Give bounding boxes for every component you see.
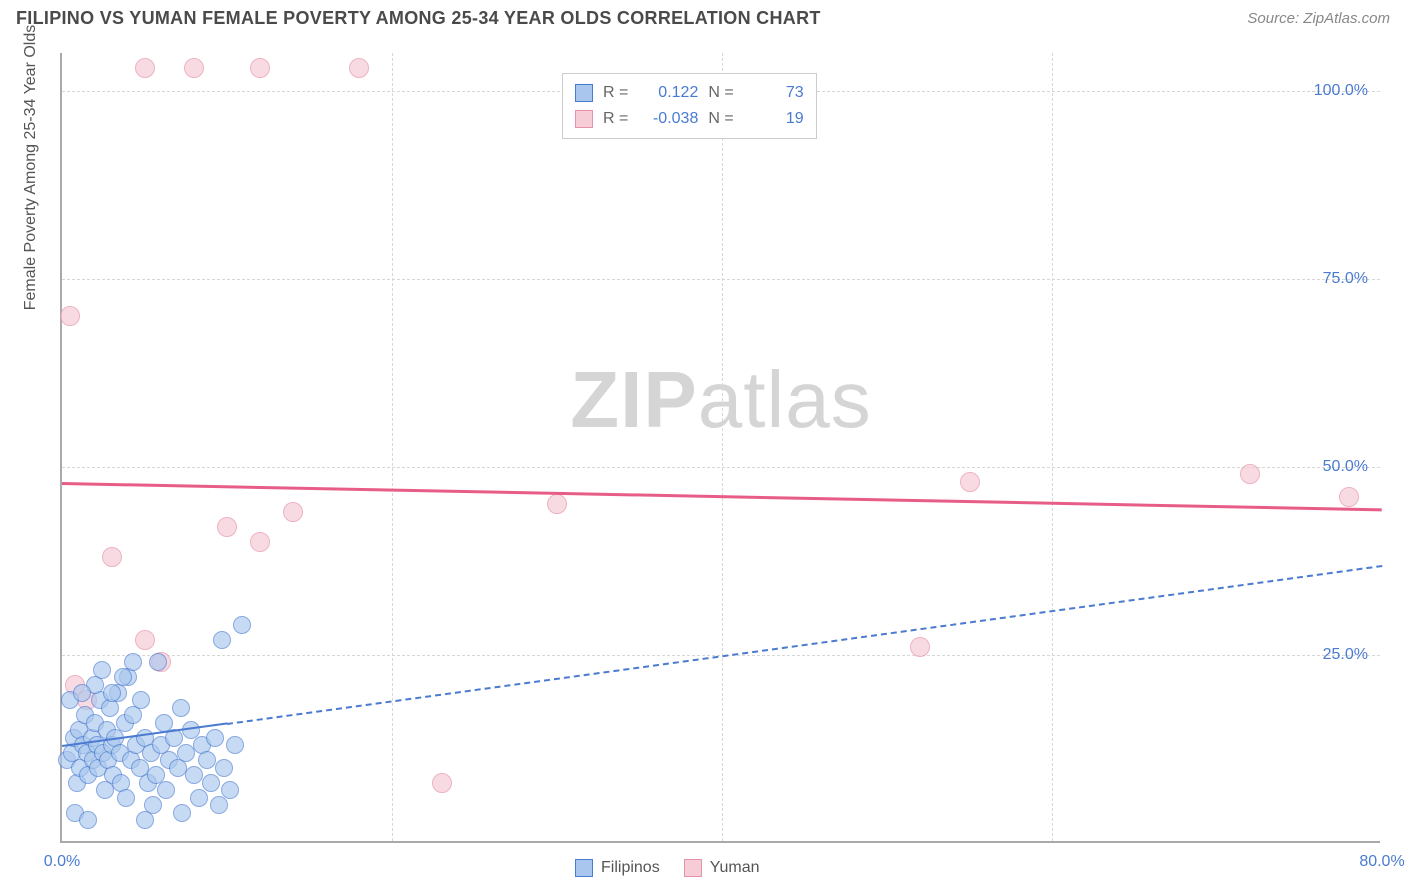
swatch-icon <box>575 110 593 128</box>
legend-row-filipinos: R = 0.122 N = 73 <box>575 80 804 106</box>
data-point-yuman <box>910 637 930 657</box>
source-attribution: Source: ZipAtlas.com <box>1247 10 1390 27</box>
data-point-filipinos <box>132 691 150 709</box>
legend-row-yuman: R = -0.038 N = 19 <box>575 106 804 132</box>
gridline-v <box>722 53 723 841</box>
chart-container: Female Poverty Among 25-34 Year Olds ZIP… <box>0 33 1406 881</box>
legend-label: Yuman <box>710 859 760 877</box>
gridline-h <box>62 279 1380 280</box>
plot-area: ZIPatlas 25.0%50.0%75.0%100.0%0.0%80.0%R… <box>60 53 1380 843</box>
data-point-filipinos <box>190 789 208 807</box>
data-point-filipinos <box>114 668 132 686</box>
data-point-yuman <box>250 532 270 552</box>
r-value: -0.038 <box>638 106 698 132</box>
data-point-filipinos <box>103 684 121 702</box>
x-tick-label: 80.0% <box>1359 853 1404 871</box>
data-point-yuman <box>547 494 567 514</box>
n-label: N = <box>708 80 733 106</box>
data-point-filipinos <box>233 616 251 634</box>
y-tick-label: 25.0% <box>1323 646 1368 664</box>
data-point-filipinos <box>157 781 175 799</box>
r-label: R = <box>603 80 628 106</box>
r-value: 0.122 <box>638 80 698 106</box>
data-point-yuman <box>283 502 303 522</box>
data-point-filipinos <box>149 653 167 671</box>
y-tick-label: 75.0% <box>1323 270 1368 288</box>
bottom-legend: Filipinos Yuman <box>575 859 760 877</box>
data-point-yuman <box>102 547 122 567</box>
data-point-yuman <box>60 306 80 326</box>
n-value: 19 <box>744 106 804 132</box>
data-point-yuman <box>960 472 980 492</box>
n-value: 73 <box>744 80 804 106</box>
watermark: ZIPatlas <box>570 354 871 446</box>
data-point-filipinos <box>172 699 190 717</box>
data-point-filipinos <box>73 684 91 702</box>
gridline-v <box>392 53 393 841</box>
data-point-yuman <box>135 58 155 78</box>
data-point-filipinos <box>213 631 231 649</box>
data-point-filipinos <box>202 774 220 792</box>
data-point-filipinos <box>198 751 216 769</box>
gridline-v <box>1052 53 1053 841</box>
y-tick-label: 50.0% <box>1323 458 1368 476</box>
data-point-yuman <box>1339 487 1359 507</box>
data-point-filipinos <box>215 759 233 777</box>
n-label: N = <box>708 106 733 132</box>
legend-label: Filipinos <box>601 859 660 877</box>
correlation-legend: R = 0.122 N = 73 R = -0.038 N = 19 <box>562 73 817 139</box>
data-point-filipinos <box>221 781 239 799</box>
chart-title: FILIPINO VS YUMAN FEMALE POVERTY AMONG 2… <box>16 8 821 29</box>
data-point-filipinos <box>136 811 154 829</box>
y-tick-label: 100.0% <box>1314 82 1368 100</box>
swatch-icon <box>575 84 593 102</box>
data-point-yuman <box>184 58 204 78</box>
legend-item-filipinos: Filipinos <box>575 859 660 877</box>
data-point-filipinos <box>117 789 135 807</box>
y-axis-title: Female Poverty Among 25-34 Year Olds <box>22 25 40 311</box>
swatch-icon <box>575 859 593 877</box>
data-point-filipinos <box>185 766 203 784</box>
data-point-filipinos <box>206 729 224 747</box>
data-point-yuman <box>432 773 452 793</box>
r-label: R = <box>603 106 628 132</box>
data-point-yuman <box>349 58 369 78</box>
x-tick-label: 0.0% <box>44 853 80 871</box>
data-point-filipinos <box>79 811 97 829</box>
data-point-filipinos <box>226 736 244 754</box>
data-point-filipinos <box>210 796 228 814</box>
data-point-yuman <box>250 58 270 78</box>
data-point-yuman <box>135 630 155 650</box>
gridline-h <box>62 467 1380 468</box>
legend-item-yuman: Yuman <box>684 859 760 877</box>
swatch-icon <box>684 859 702 877</box>
data-point-yuman <box>217 517 237 537</box>
trend-line <box>227 565 1382 725</box>
data-point-filipinos <box>124 653 142 671</box>
data-point-filipinos <box>173 804 191 822</box>
data-point-filipinos <box>177 744 195 762</box>
data-point-yuman <box>1240 464 1260 484</box>
data-point-filipinos <box>93 661 111 679</box>
